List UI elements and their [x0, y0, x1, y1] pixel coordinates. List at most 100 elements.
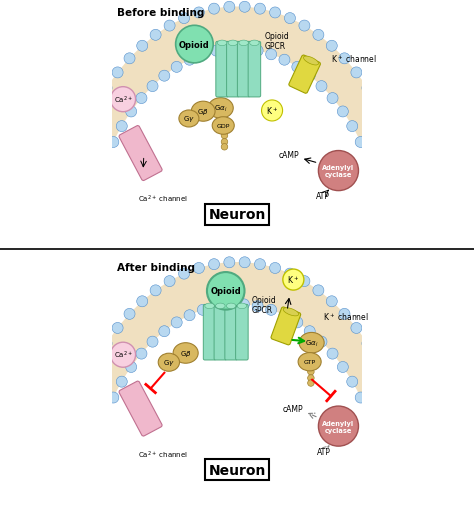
Ellipse shape — [212, 118, 234, 135]
Circle shape — [225, 44, 236, 55]
Ellipse shape — [218, 41, 227, 46]
Text: ATP: ATP — [316, 192, 329, 200]
Circle shape — [57, 454, 68, 465]
Circle shape — [124, 309, 135, 320]
Text: K$^+$ channel: K$^+$ channel — [323, 311, 369, 322]
FancyBboxPatch shape — [119, 381, 162, 436]
Circle shape — [207, 273, 245, 310]
Circle shape — [255, 4, 265, 15]
Circle shape — [211, 301, 222, 312]
Circle shape — [221, 139, 228, 146]
Circle shape — [209, 259, 219, 270]
Circle shape — [396, 157, 407, 168]
Text: G$\beta$: G$\beta$ — [180, 348, 191, 358]
Circle shape — [347, 376, 358, 387]
Ellipse shape — [191, 102, 215, 122]
Circle shape — [61, 178, 72, 189]
Circle shape — [85, 465, 96, 476]
Circle shape — [304, 71, 315, 82]
Circle shape — [255, 259, 265, 270]
Circle shape — [61, 433, 72, 444]
Circle shape — [150, 30, 161, 41]
Circle shape — [389, 137, 400, 148]
Ellipse shape — [208, 98, 233, 119]
Circle shape — [112, 323, 123, 334]
Circle shape — [381, 373, 392, 384]
Text: K$^+$: K$^+$ — [266, 106, 278, 117]
Circle shape — [270, 8, 281, 19]
Circle shape — [372, 100, 383, 111]
Ellipse shape — [237, 304, 246, 309]
Text: After binding: After binding — [117, 263, 195, 273]
Circle shape — [363, 409, 374, 420]
Circle shape — [108, 392, 119, 403]
Circle shape — [304, 326, 315, 337]
Circle shape — [124, 54, 135, 65]
Circle shape — [116, 121, 127, 132]
Text: GTP: GTP — [303, 360, 316, 365]
Circle shape — [224, 2, 235, 13]
FancyBboxPatch shape — [236, 305, 248, 360]
Circle shape — [91, 100, 102, 111]
Circle shape — [239, 2, 250, 13]
Text: Ca$^{2+}$ channel: Ca$^{2+}$ channel — [138, 449, 188, 460]
Circle shape — [57, 199, 68, 210]
Circle shape — [94, 427, 105, 438]
Circle shape — [339, 54, 350, 65]
FancyBboxPatch shape — [237, 42, 250, 98]
Circle shape — [67, 412, 78, 423]
Circle shape — [193, 263, 204, 274]
Ellipse shape — [205, 304, 214, 309]
Text: Opioid: Opioid — [179, 40, 210, 49]
Circle shape — [308, 380, 314, 386]
Ellipse shape — [303, 57, 319, 66]
Text: Before binding: Before binding — [117, 8, 204, 18]
Circle shape — [355, 392, 366, 403]
Circle shape — [337, 107, 348, 118]
Circle shape — [116, 376, 127, 387]
Text: Adenylyl
cyclase: Adenylyl cyclase — [322, 165, 355, 178]
Circle shape — [313, 30, 324, 41]
Circle shape — [82, 118, 93, 129]
Circle shape — [101, 83, 112, 94]
FancyBboxPatch shape — [271, 308, 301, 345]
Text: K$^+$: K$^+$ — [287, 274, 300, 286]
FancyBboxPatch shape — [216, 42, 228, 98]
Text: Ca$^{2+}$: Ca$^{2+}$ — [114, 349, 133, 361]
Text: Adenylyl
cyclase: Adenylyl cyclase — [322, 420, 355, 433]
Circle shape — [221, 133, 228, 139]
Circle shape — [225, 299, 236, 310]
Circle shape — [197, 49, 209, 61]
Circle shape — [355, 137, 366, 148]
Circle shape — [126, 362, 137, 373]
FancyBboxPatch shape — [214, 305, 227, 360]
FancyBboxPatch shape — [225, 305, 237, 360]
Circle shape — [351, 68, 362, 79]
Ellipse shape — [298, 353, 321, 371]
Circle shape — [176, 26, 213, 64]
Circle shape — [308, 375, 314, 381]
Circle shape — [327, 93, 338, 105]
Ellipse shape — [158, 354, 180, 372]
Circle shape — [284, 14, 295, 25]
Ellipse shape — [216, 304, 225, 309]
Circle shape — [239, 257, 250, 268]
Circle shape — [137, 41, 148, 52]
Circle shape — [82, 373, 93, 384]
Circle shape — [252, 46, 263, 57]
Circle shape — [319, 406, 358, 446]
Text: G$\gamma$: G$\gamma$ — [183, 114, 195, 124]
Circle shape — [299, 21, 310, 32]
Text: GDP: GDP — [217, 124, 230, 129]
Circle shape — [369, 172, 380, 183]
Circle shape — [351, 323, 362, 334]
Circle shape — [252, 301, 263, 312]
Text: G$\beta$: G$\beta$ — [197, 107, 209, 117]
Text: K$^+$ channel: K$^+$ channel — [331, 53, 377, 65]
Circle shape — [108, 137, 119, 148]
Circle shape — [374, 445, 385, 457]
Circle shape — [283, 270, 304, 290]
Text: cAMP: cAMP — [282, 405, 303, 413]
Circle shape — [316, 81, 327, 92]
Circle shape — [89, 445, 100, 457]
